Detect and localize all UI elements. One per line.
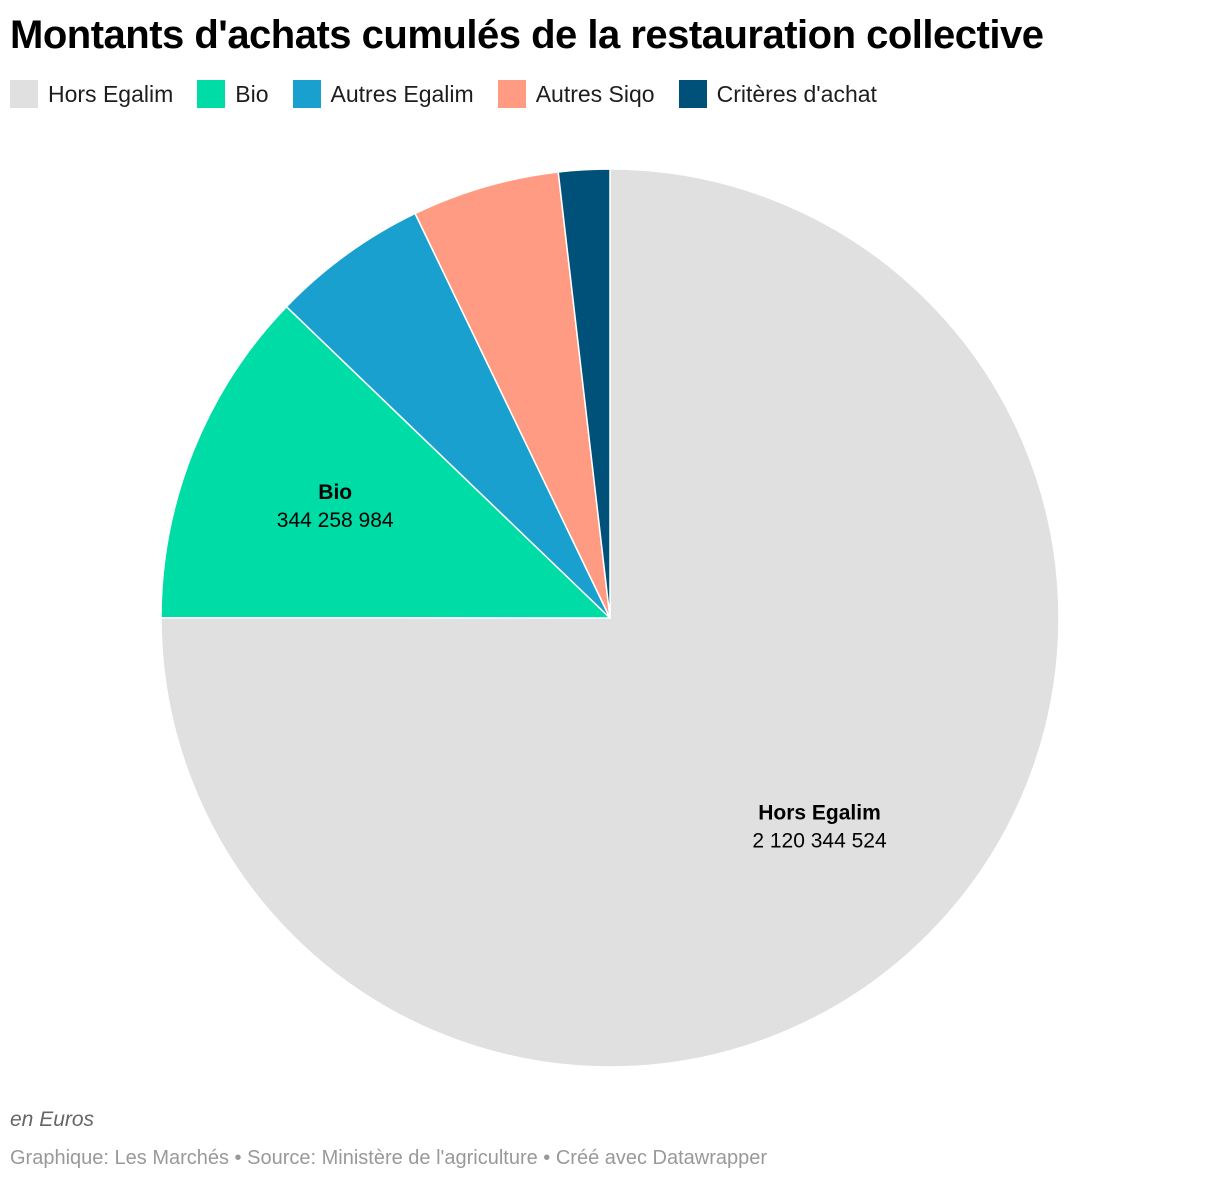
slice-value-bio: 344 258 984: [277, 509, 394, 532]
pie-slice-autres-egalim: [285, 212, 611, 619]
chart-title: Montants d'achats cumulés de la restaura…: [10, 13, 1044, 57]
pie-slice-bio: [160, 305, 611, 619]
pie-slice-criteres-d-achat: [557, 168, 611, 619]
slice-label-bio: Bio: [318, 481, 352, 504]
pie-slice-hors-egalim: [160, 168, 1060, 1068]
legend-item-bio: Bio: [197, 80, 269, 108]
legend-item-hors-egalim: Hors Egalim: [10, 80, 173, 108]
slice-value-hors-egalim: 2 120 344 524: [752, 830, 887, 853]
legend-label: Critères d'achat: [716, 80, 877, 107]
pie-slice-autres-siqo: [414, 171, 611, 619]
legend-swatch: [197, 80, 226, 108]
unit-note: en Euros: [10, 1108, 95, 1131]
legend-label: Bio: [235, 80, 269, 107]
pie-slices: [160, 168, 1060, 1068]
legend-swatch: [292, 80, 321, 108]
legend-item-autres-egalim: Autres Egalim: [292, 80, 474, 108]
pie-chart: Hors Egalim 2 120 344 524 Bio 344 258 984: [160, 168, 1060, 1068]
legend-label: Autres Egalim: [330, 80, 474, 107]
legend-label: Autres Siqo: [535, 80, 655, 107]
legend-item-criteres-achat: Critères d'achat: [678, 80, 877, 108]
legend-swatch: [497, 80, 526, 108]
legend-label: Hors Egalim: [48, 80, 174, 107]
chart-credits: Graphique: Les Marchés • Source: Ministè…: [10, 1147, 768, 1169]
pie-labels: Hors Egalim 2 120 344 524 Bio 344 258 984: [277, 481, 887, 852]
slice-label-hors-egalim: Hors Egalim: [758, 802, 881, 825]
legend-swatch: [678, 80, 707, 108]
legend-swatch: [10, 80, 38, 108]
legend-item-autres-siqo: Autres Siqo: [497, 80, 655, 108]
legend: Hors Egalim Bio Autres Egalim Autres Siq…: [10, 78, 901, 110]
